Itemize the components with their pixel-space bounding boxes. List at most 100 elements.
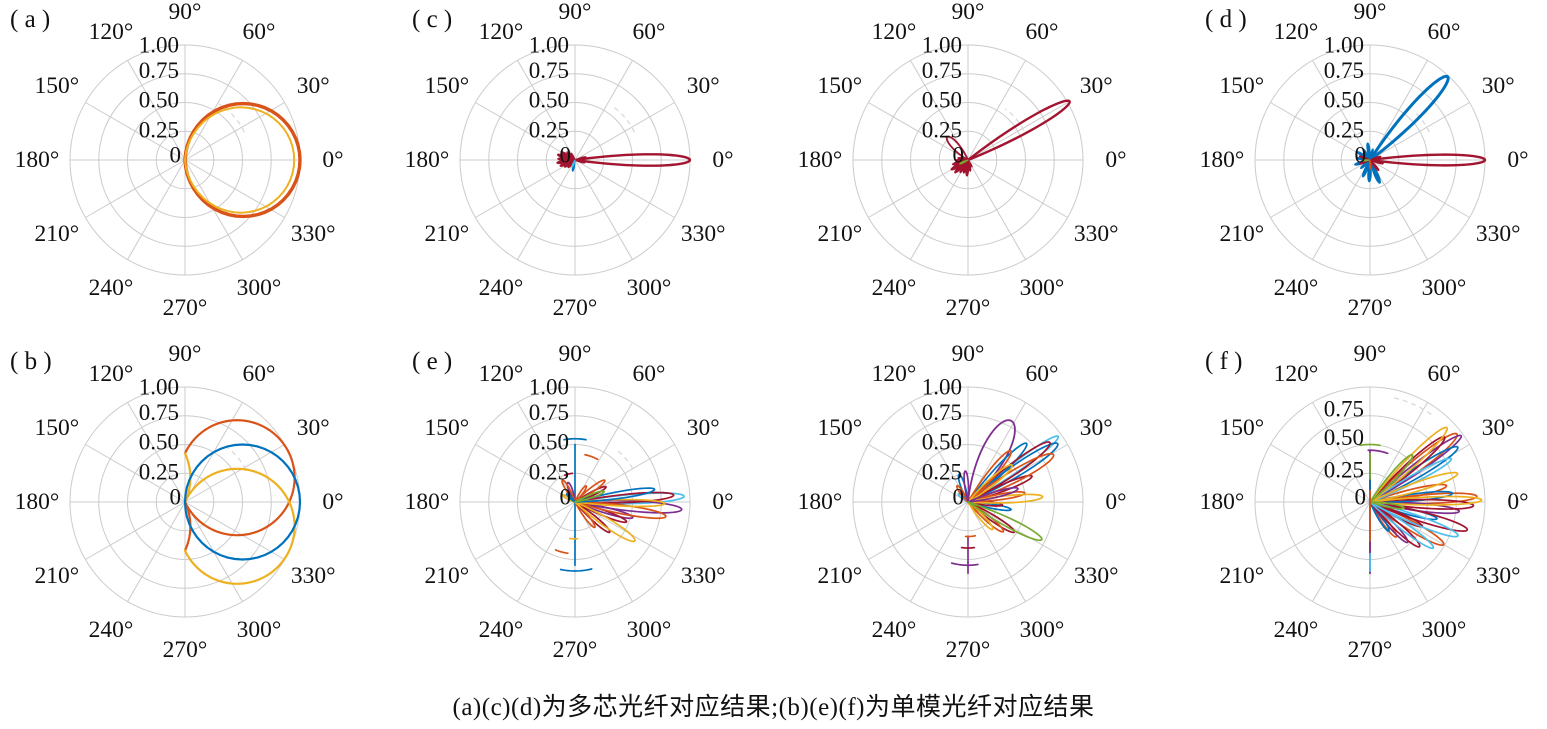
theta-tick-label: 90° xyxy=(1354,0,1387,25)
theta-tick-label: 150° xyxy=(818,415,863,441)
curve-lobes-purple xyxy=(566,481,576,503)
theta-tick-label: 30° xyxy=(1482,73,1515,99)
theta-tick-label: 300° xyxy=(627,275,672,301)
theta-tick-label: 30° xyxy=(297,73,330,99)
theta-tick-label: 30° xyxy=(1080,73,1113,99)
theta-tick-label: 270° xyxy=(946,295,991,321)
faint-arc xyxy=(1412,110,1431,133)
theta-tick-label: 300° xyxy=(237,617,282,643)
r-tick-label: 0.25 xyxy=(139,460,179,485)
theta-tick-label: 270° xyxy=(553,637,598,663)
curve-lobes-blue xyxy=(565,492,576,503)
grid-spoke xyxy=(1270,444,1371,503)
curve-lobes-purple xyxy=(967,486,1019,503)
theta-tick-label: 90° xyxy=(559,0,592,25)
curve-arc-purple-top xyxy=(1367,449,1389,455)
grid-spoke xyxy=(1312,159,1371,260)
r-tick-label: 0.50 xyxy=(529,88,569,113)
curve-lobes-cyan xyxy=(1369,501,1459,538)
r-tick-label: 0 xyxy=(170,143,182,168)
curve-side-lobes-maroon xyxy=(1369,159,1380,172)
faint-arc xyxy=(612,105,636,133)
theta-tick-label: 210° xyxy=(818,563,863,589)
grid-spoke xyxy=(868,444,969,503)
grid-spoke xyxy=(574,159,675,218)
theta-tick-label: 90° xyxy=(169,0,202,25)
curve-main-lobe-maroon-0deg xyxy=(1368,153,1487,167)
grid-spoke xyxy=(85,501,186,560)
r-tick-label: 0.75 xyxy=(922,400,962,425)
r-tick-label: 0.75 xyxy=(1324,396,1364,421)
theta-tick-label: 270° xyxy=(553,295,598,321)
curve-lobes-orange xyxy=(574,501,596,529)
theta-tick-label: 0° xyxy=(712,489,733,515)
panel-label-e: ( e ) xyxy=(412,348,452,375)
curve-lobes-maroon xyxy=(1369,501,1469,532)
theta-tick-label: 240° xyxy=(479,275,524,301)
curve-lobes-cyan xyxy=(1369,501,1435,550)
theta-tick-label: 180° xyxy=(405,489,450,515)
curve-side-lobes-maroon xyxy=(1369,155,1382,161)
theta-tick-label: 300° xyxy=(627,617,672,643)
grid-spoke xyxy=(1312,402,1371,503)
grid-spoke xyxy=(1270,102,1371,161)
curve-side-lobe-green xyxy=(1361,159,1371,162)
grid-spoke xyxy=(967,501,1026,602)
grid-spoke xyxy=(967,60,1026,161)
curve-side-lobes-maroon xyxy=(967,159,973,168)
theta-tick-label: 150° xyxy=(818,73,863,99)
theta-tick-label: 120° xyxy=(479,361,524,387)
panel-label-a: ( a ) xyxy=(10,6,50,33)
r-tick-label: 0 xyxy=(170,485,182,510)
theta-tick-label: 120° xyxy=(1274,19,1319,45)
grid-spoke xyxy=(184,444,285,503)
theta-tick-label: 150° xyxy=(1220,73,1265,99)
curve-lobes-maroon xyxy=(1369,435,1446,503)
curve-side-lobes-maroon xyxy=(1358,155,1371,161)
polar-plot-f: 0° 30° 60° 90° 120° 150° 180° 210° 240° 270° 300° 3… xyxy=(1200,341,1529,663)
theta-tick-label: 180° xyxy=(798,489,843,515)
theta-tick-label: 30° xyxy=(1482,415,1515,441)
grid-spoke xyxy=(1312,501,1371,602)
curve-arc-orange-bottom xyxy=(554,549,569,555)
grid-spoke xyxy=(127,159,186,260)
theta-tick-label: 300° xyxy=(1422,275,1467,301)
curve-arc-orange-top xyxy=(584,453,599,461)
theta-tick-label: 60° xyxy=(633,19,666,45)
curve-arc-maroon-top xyxy=(563,472,574,477)
theta-tick-label: 150° xyxy=(35,73,80,99)
r-tick-label: 0.75 xyxy=(529,400,569,425)
theta-tick-label: 330° xyxy=(681,563,726,589)
theta-tick-label: 90° xyxy=(1354,341,1387,367)
curve-side-lobes-blue xyxy=(1362,148,1371,161)
grid-spoke xyxy=(517,159,576,260)
r-tick-label: 1.00 xyxy=(922,375,962,400)
grid-spoke xyxy=(967,159,1026,260)
theta-tick-label: 270° xyxy=(1348,637,1393,663)
curve-lobes-yellow xyxy=(1369,471,1459,503)
curve-lobes-yellow xyxy=(967,501,994,531)
curve-lobes-maroon xyxy=(574,485,607,503)
theta-tick-label: 0° xyxy=(322,489,343,515)
curve-arc-blue-top xyxy=(563,437,587,441)
r-tick-label: 0 xyxy=(953,485,965,510)
r-tick-label: 0.75 xyxy=(922,58,962,83)
theta-tick-label: 0° xyxy=(1105,147,1126,173)
theta-tick-label: 240° xyxy=(479,617,524,643)
theta-tick-label: 270° xyxy=(163,637,208,663)
theta-tick-label: 180° xyxy=(405,147,450,173)
r-tick-label: 1.00 xyxy=(1324,33,1364,58)
theta-tick-label: 300° xyxy=(1020,275,1065,301)
curve-side-lobes-maroon xyxy=(574,156,587,161)
grid-spoke xyxy=(1369,402,1428,503)
theta-tick-label: 300° xyxy=(1020,617,1065,643)
theta-tick-label: 240° xyxy=(872,617,917,643)
r-tick-label: 0 xyxy=(560,143,572,168)
grid-spoke xyxy=(574,402,633,503)
grid-spoke xyxy=(967,501,1068,560)
r-tick-label: 0.50 xyxy=(922,430,962,455)
theta-tick-label: 30° xyxy=(687,73,720,99)
polar-plot-d: 0° 30° 60° 90° 120° 150° 180° 210° 240° 270° 300° 3… xyxy=(1200,0,1529,321)
grid-spoke xyxy=(475,501,576,560)
curve-lobes-maroon xyxy=(967,441,1051,503)
